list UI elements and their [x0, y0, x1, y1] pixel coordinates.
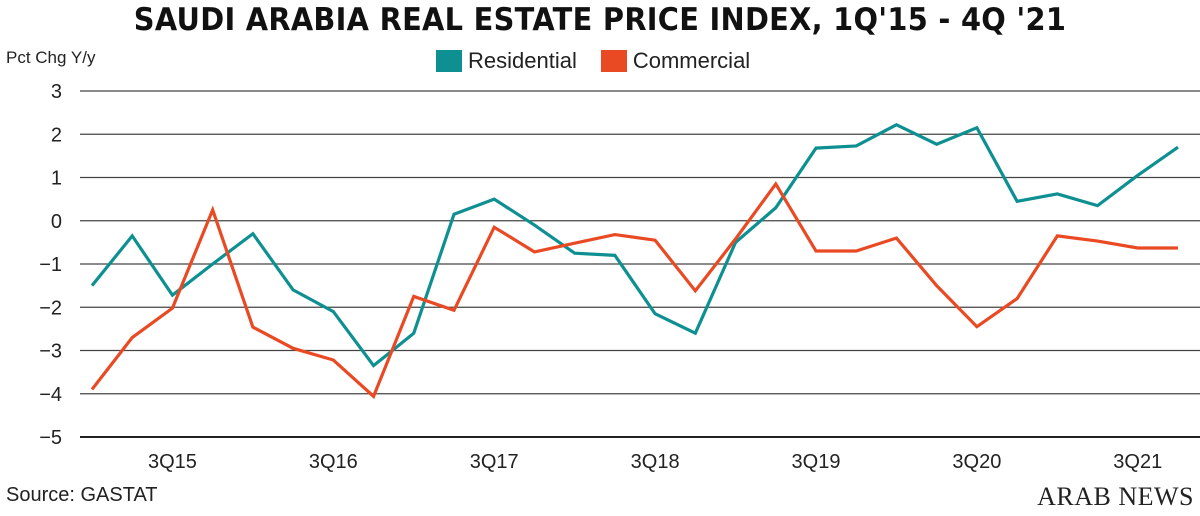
x-tick-label: 3Q15	[148, 451, 197, 473]
y-tick-label: −2	[39, 297, 62, 319]
y-tick-label: −3	[39, 341, 62, 363]
series-line-residential	[90, 122, 1179, 368]
legend-swatch-residential	[436, 50, 462, 72]
legend-item-commercial: Commercial	[600, 48, 751, 74]
legend-item-residential: Residential	[436, 48, 577, 74]
x-tick-label: 3Q18	[631, 451, 680, 473]
arab-news-logo: ARAB NEWS	[1037, 482, 1194, 511]
source-note: Source: GASTAT	[6, 484, 158, 506]
y-tick-label: −5	[39, 427, 62, 449]
x-tick-label: 3Q16	[309, 451, 358, 473]
x-tick-label: 3Q17	[470, 451, 519, 473]
series-line-commercial	[90, 181, 1178, 400]
legend-swatch-commercial	[600, 50, 627, 72]
y-tick-label: 1	[51, 168, 62, 190]
y-tick-label: 2	[51, 124, 62, 146]
legend-label-commercial: Commercial	[632, 48, 751, 73]
chart-title: SAUDI ARABIA REAL ESTATE PRICE INDEX, 1Q…	[133, 2, 1067, 38]
x-tick-label: 3Q21	[1113, 451, 1162, 473]
y-tick-label: 0	[51, 211, 62, 233]
x-tick-label: 3Q20	[952, 451, 1001, 473]
y-tick-label: −4	[39, 384, 62, 406]
y-axis-label: Pct Chg Y/y	[6, 48, 96, 67]
y-tick-label: 3	[51, 81, 62, 103]
legend: Residential Commercial	[436, 48, 774, 74]
x-tick-label: 3Q19	[792, 451, 841, 473]
legend-label-residential: Residential	[468, 48, 577, 73]
y-tick-label: −1	[39, 254, 62, 276]
